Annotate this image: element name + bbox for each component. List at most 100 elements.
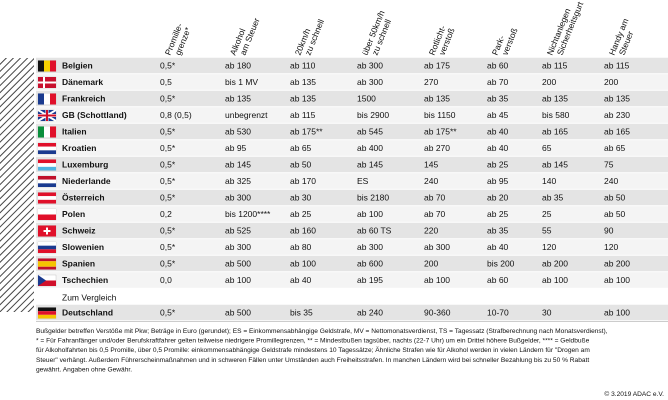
table-cell: ab 600 [357, 258, 383, 268]
row-background [36, 107, 668, 123]
footnote-line: Steuer" verhängt. Außerdem Führerscheinm… [36, 357, 589, 364]
table-cell: ab 20 [487, 192, 509, 202]
country-name: GB (Schottland) [62, 110, 127, 120]
footnote-line: für Alkoholfahrten bis 0,5 Promille, übe… [36, 346, 590, 354]
table-cell: ab 65 [290, 143, 312, 153]
table-cell: ab 65 [604, 143, 626, 153]
table-cell: ab 30 [290, 192, 312, 202]
table-cell: ab 50 [604, 209, 626, 219]
table-cell: ab 100 [290, 258, 316, 268]
comparison-label: Zum Vergleich [62, 292, 117, 302]
table-cell: 0,5* [160, 143, 176, 153]
table-cell: ab 300 [225, 242, 251, 252]
table-cell: ab 145 [225, 159, 251, 169]
flag [38, 183, 56, 187]
country-name: Slowenien [62, 242, 104, 252]
table-cell: 0,5* [160, 225, 176, 235]
table-cell: ab 45 [487, 110, 509, 120]
table-cell: 10-70 [487, 307, 509, 317]
table-cell: ab 160 [290, 225, 316, 235]
table-cell: ab 145 [542, 159, 568, 169]
table-cell: ab 100 [424, 275, 450, 285]
flag [38, 146, 56, 151]
flag [38, 311, 56, 315]
flag [38, 264, 56, 267]
flag [38, 176, 56, 180]
table-cell: 0,5* [160, 192, 176, 202]
flag [38, 166, 56, 171]
flag [50, 60, 56, 72]
table-cell: bis 2900 [357, 110, 389, 120]
table-cell: ab 300 [357, 77, 383, 87]
flag [38, 258, 56, 262]
country-name: Schweiz [62, 225, 96, 235]
table-cell: ab 100 [604, 307, 630, 317]
table-cell: bis 35 [290, 307, 313, 317]
table-cell: ab 500 [225, 258, 251, 268]
flag [38, 192, 56, 197]
table-cell: 240 [604, 176, 618, 186]
row-background [36, 239, 668, 255]
flag [38, 275, 46, 286]
table-cell: ab 270 [424, 143, 450, 153]
table-cell: ab 40 [487, 242, 509, 252]
table-cell: ab 95 [487, 176, 509, 186]
table-cell: ab 60 [487, 60, 509, 70]
table-cell: ab 40 [487, 143, 509, 153]
table-cell: 0,5* [160, 176, 176, 186]
table-cell: ES [357, 176, 369, 186]
row-background [36, 206, 668, 222]
row-background [36, 90, 668, 107]
table-cell: ab 175 [424, 60, 450, 70]
copyright: © 3.2019 ADAC e.V. [604, 390, 664, 398]
flag [38, 150, 56, 154]
table-cell: ab 195 [357, 275, 383, 285]
table-cell: 200 [604, 77, 618, 87]
table-cell: 1500 [357, 93, 376, 103]
table-cell: ab 25 [290, 209, 312, 219]
country-name: Luxemburg [62, 159, 108, 169]
table-cell: ab 400 [357, 143, 383, 153]
country-name: Italien [62, 126, 87, 136]
flag [38, 266, 56, 270]
table-cell: unbegrenzt [225, 110, 268, 120]
table-cell: bis 580 [542, 110, 570, 120]
table-cell: ab 60 [487, 275, 509, 285]
table-cell: ab 40 [487, 126, 509, 136]
flag [38, 196, 56, 200]
table-cell: bis 200 [487, 258, 515, 268]
table-cell: ab 50 [290, 159, 312, 169]
row-background [36, 255, 668, 272]
table-cell: ab 500 [225, 307, 251, 317]
table-cell: ab 135 [290, 93, 316, 103]
table-cell: 200 [542, 77, 556, 87]
table-cell: ab 300 [357, 242, 383, 252]
table-cell: 0,0 [160, 275, 172, 285]
table-cell: ab 165 [542, 126, 568, 136]
table-cell: ab 100 [357, 209, 383, 219]
row-background [36, 173, 668, 189]
row-background [36, 290, 668, 304]
table-cell: 75 [604, 159, 614, 169]
table-cell: 65 [542, 143, 552, 153]
table-cell: 145 [424, 159, 438, 169]
country-name: Dänemark [62, 77, 103, 87]
table-cell: ab 50 [604, 192, 626, 202]
flag [44, 93, 50, 105]
table-cell: ab 135 [542, 93, 568, 103]
row-background [36, 189, 668, 206]
table-cell: 0,5* [160, 126, 176, 136]
table-cell: ab 35 [542, 192, 564, 202]
flag [38, 126, 44, 138]
flag [38, 214, 56, 220]
flag [38, 93, 44, 105]
table-cell: ab 300 [424, 242, 450, 252]
table-cell: ab 40 [290, 275, 312, 285]
table-cell: ab 25 [487, 209, 509, 219]
table-cell: ab 100 [225, 275, 251, 285]
table-cell: 0,5* [160, 242, 176, 252]
table-cell: 0,5* [160, 258, 176, 268]
flag [38, 114, 56, 117]
table-cell: ab 175** [424, 126, 457, 136]
